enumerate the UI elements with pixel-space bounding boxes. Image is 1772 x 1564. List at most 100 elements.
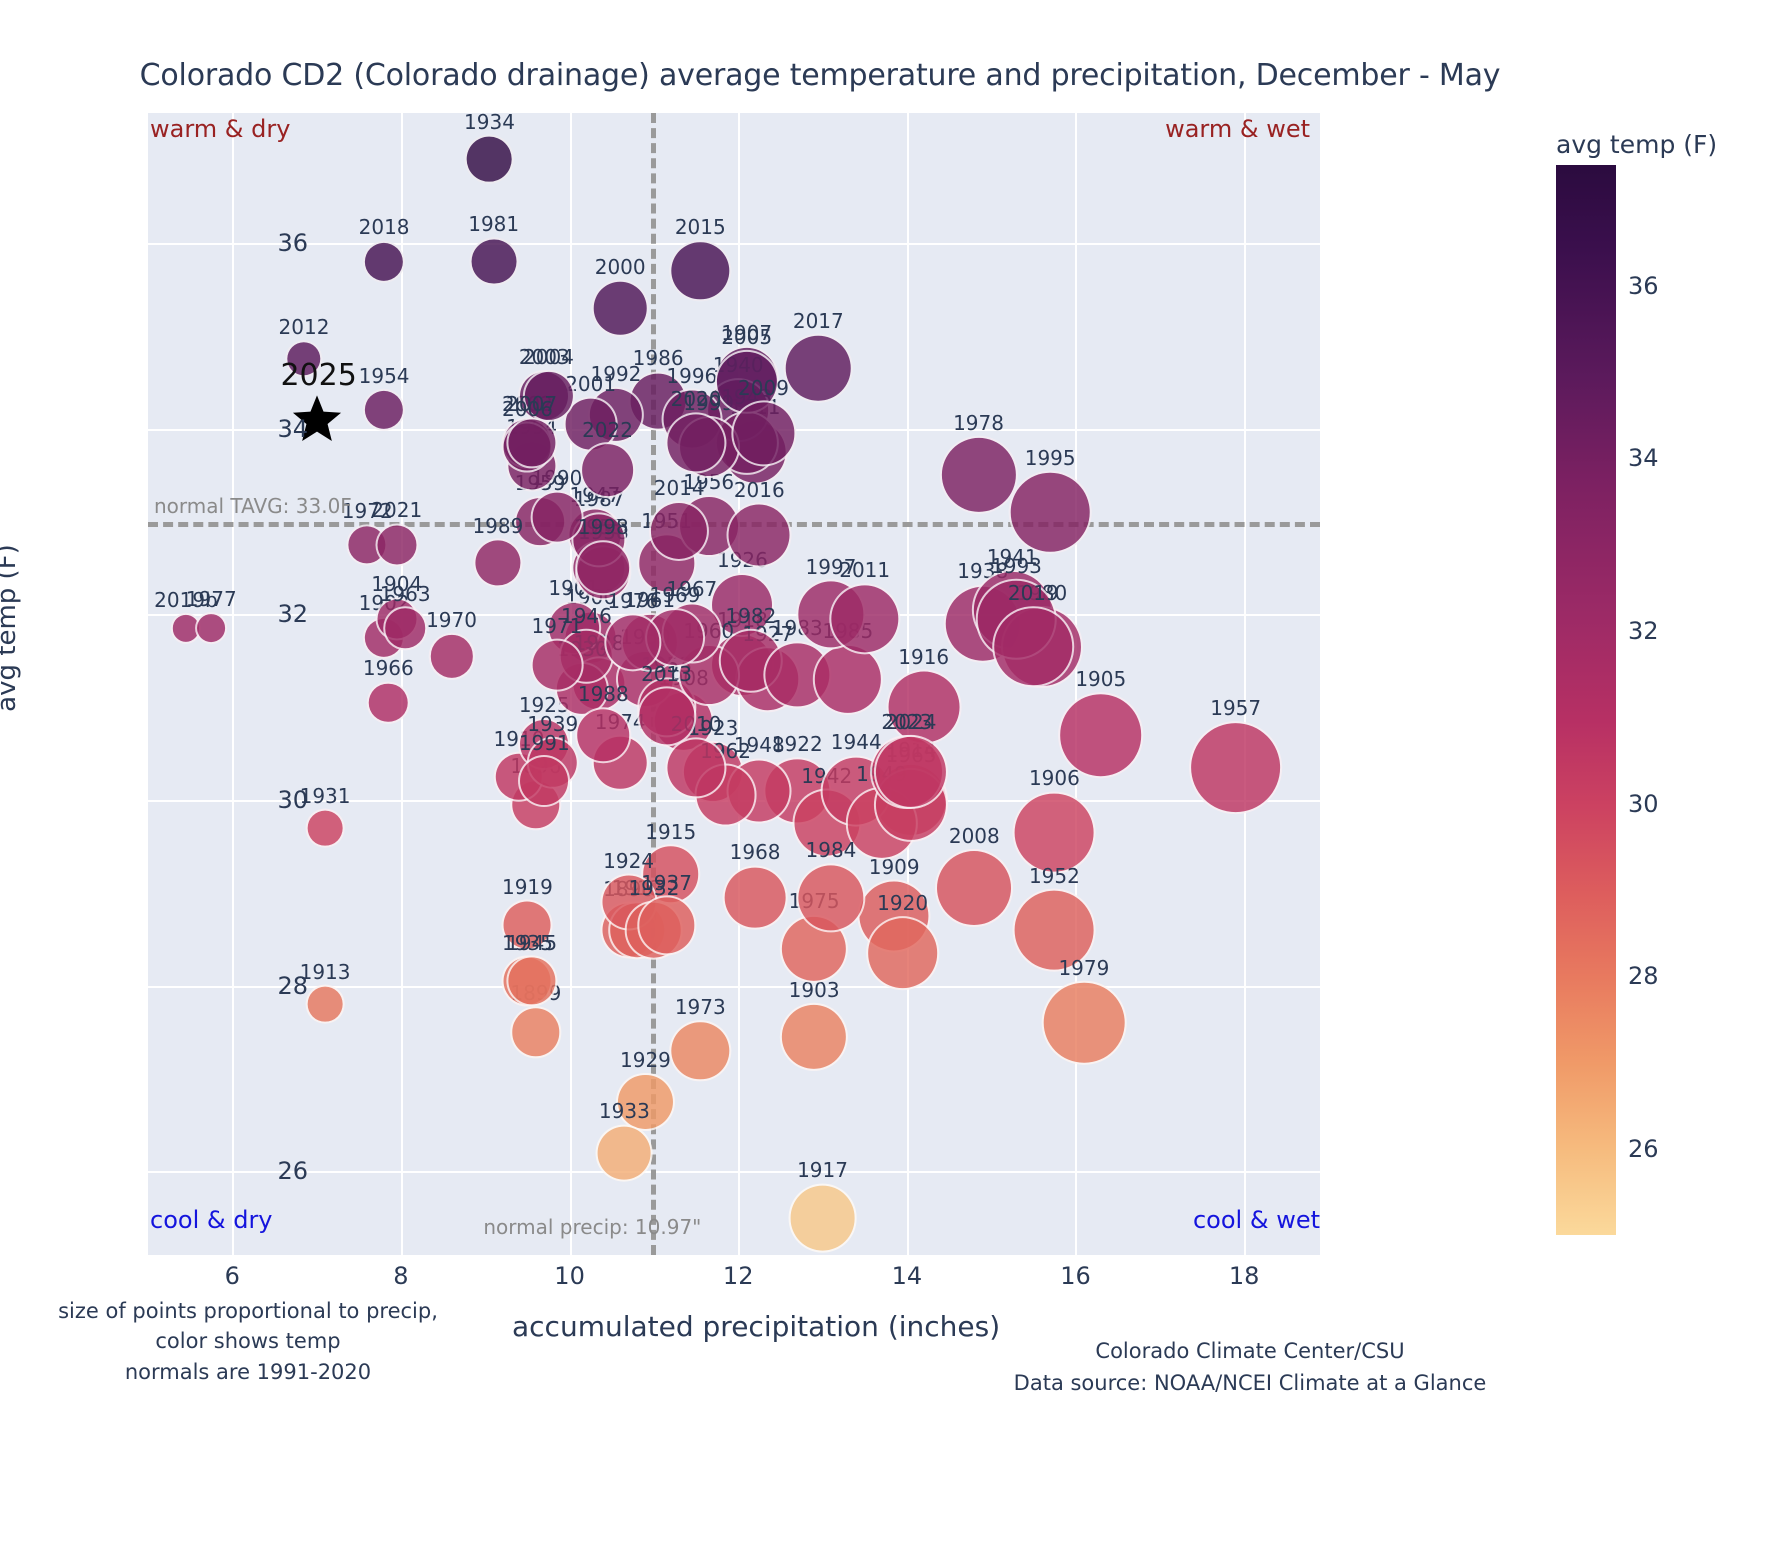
data-point[interactable] [473, 538, 523, 588]
data-point[interactable] [383, 606, 427, 651]
data-point[interactable] [616, 1072, 675, 1131]
data-point[interactable] [506, 416, 558, 469]
data-point-label: 1968 [729, 840, 781, 865]
data-point-label: 1937 [641, 870, 692, 895]
data-point[interactable] [829, 583, 901, 655]
data-point[interactable] [665, 736, 727, 799]
data-point[interactable] [465, 135, 514, 184]
data-point[interactable] [1041, 980, 1127, 1066]
data-point[interactable] [796, 862, 866, 933]
data-point-label: 1907 [721, 320, 773, 345]
data-point[interactable] [362, 388, 406, 432]
data-point-label: 1991 [518, 730, 570, 755]
data-point[interactable] [579, 442, 636, 499]
data-point-label: 1952 [1028, 863, 1080, 888]
footnote-left: size of points proportional to precip, c… [58, 1296, 438, 1387]
data-point[interactable] [530, 490, 584, 544]
data-point[interactable] [1012, 791, 1096, 874]
data-point-label: 1905 [1075, 667, 1127, 692]
data-point[interactable] [367, 681, 410, 724]
data-point[interactable] [722, 865, 788, 930]
data-point-label: 1922 [771, 732, 823, 757]
data-point-label: 1992 [590, 361, 642, 386]
data-point[interactable] [604, 613, 662, 671]
data-point[interactable] [669, 240, 731, 302]
y-axis-tick: 28 [277, 971, 308, 1000]
data-point[interactable] [595, 1124, 653, 1182]
data-point[interactable] [636, 895, 697, 956]
data-point[interactable] [1008, 470, 1092, 554]
data-point-label: 1909 [868, 854, 920, 879]
data-point[interactable] [1012, 888, 1096, 972]
data-point-label: 1961 [624, 588, 676, 613]
x-axis-tick: 8 [393, 1262, 409, 1290]
y-axis-tick: 30 [277, 786, 308, 815]
gridline-vertical [1244, 113, 1247, 1255]
data-point[interactable] [788, 1183, 857, 1253]
data-point[interactable] [501, 899, 553, 951]
data-point[interactable] [649, 500, 710, 561]
data-point-label: 1993 [991, 553, 1042, 578]
data-point[interactable] [375, 523, 419, 567]
data-point[interactable] [886, 669, 962, 745]
gridline-horizontal [148, 1171, 1320, 1174]
data-point[interactable] [518, 755, 571, 808]
data-point[interactable] [812, 644, 883, 715]
data-point-label: 1932 [628, 875, 680, 900]
data-point-label: 1977 [185, 587, 237, 612]
x-axis-tick: 12 [722, 1262, 754, 1290]
data-point[interactable] [591, 279, 649, 337]
data-point[interactable] [665, 412, 727, 474]
colorbar-tick: 26 [1628, 1134, 1659, 1163]
data-point[interactable] [530, 639, 584, 692]
quadrant-label-warm-wet: warm & wet [1165, 115, 1310, 143]
data-point-label: 1970 [426, 607, 477, 632]
quadrant-label-warm-dry: warm & dry [150, 115, 291, 143]
data-point-label: 1919 [501, 874, 553, 899]
data-point[interactable] [305, 808, 345, 848]
data-point[interactable] [935, 849, 1014, 928]
data-point-label: 2006 [501, 396, 553, 421]
data-point[interactable] [726, 502, 792, 568]
data-point[interactable] [195, 612, 228, 645]
y-axis-tick: 36 [277, 228, 308, 257]
data-point[interactable] [873, 735, 949, 810]
data-point[interactable] [992, 606, 1075, 688]
data-point[interactable] [1057, 692, 1144, 778]
data-point[interactable] [779, 1002, 849, 1071]
data-point[interactable] [784, 334, 853, 403]
data-point[interactable] [669, 1020, 731, 1082]
data-point[interactable] [285, 340, 323, 378]
data-point[interactable] [510, 1006, 562, 1058]
data-point[interactable] [939, 435, 1018, 515]
data-point-label: 1966 [362, 656, 414, 681]
data-point[interactable] [636, 686, 697, 747]
y-axis-label: avg temp (F) [0, 544, 22, 712]
data-point[interactable] [865, 916, 940, 991]
data-point[interactable] [1188, 720, 1283, 815]
data-point-label: 1939 [527, 711, 579, 736]
data-point[interactable] [575, 707, 632, 763]
data-point-label: 2008 [948, 824, 1000, 849]
data-point[interactable] [305, 984, 345, 1024]
data-point[interactable] [522, 370, 575, 423]
data-point-label: 2020 [670, 387, 722, 412]
y-axis-tick: 26 [277, 1157, 308, 1186]
data-point-label: 1935 [501, 930, 553, 955]
data-point-label: 2001 [565, 371, 617, 396]
data-point[interactable] [575, 540, 632, 596]
data-point-label: 1933 [598, 1099, 650, 1124]
data-point[interactable] [506, 955, 558, 1007]
data-point[interactable] [730, 400, 797, 466]
data-point[interactable] [428, 632, 475, 680]
data-point-label: 1982 [725, 603, 777, 628]
quadrant-label-cool-wet: cool & wet [1192, 1206, 1320, 1234]
data-point-label: 1996 [666, 363, 718, 388]
data-point-label: 1971 [531, 614, 583, 639]
data-point-label: 1989 [472, 513, 524, 538]
data-point-label: 2005 [721, 325, 773, 350]
data-point[interactable] [469, 237, 519, 286]
data-point[interactable] [362, 240, 406, 283]
footnote-left-line-3: normals are 1991-2020 [124, 1359, 372, 1384]
highlight-star-marker[interactable] [289, 392, 345, 446]
